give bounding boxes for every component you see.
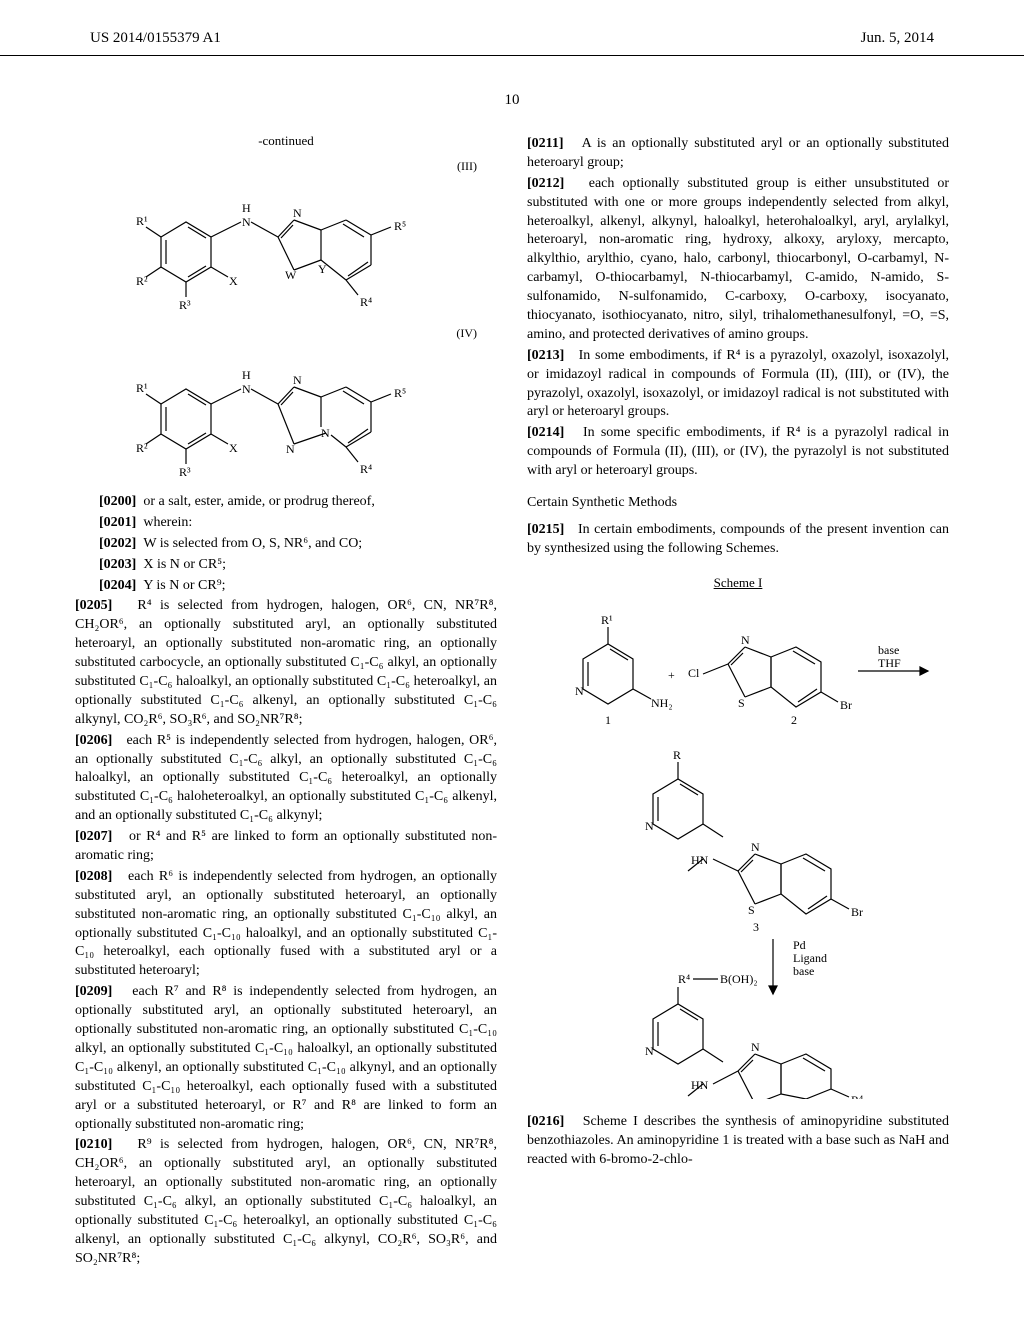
para-0205: [0205] R⁴ is selected from hydrogen, hal… <box>75 597 497 729</box>
publication-date: Jun. 5, 2014 <box>861 30 934 47</box>
svg-text:H: H <box>242 201 251 215</box>
scheme-I-label: Scheme I <box>527 575 949 591</box>
svg-text:Cl: Cl <box>688 666 700 680</box>
para-0201: [0201] wherein: <box>99 514 497 533</box>
svg-text:X: X <box>229 441 238 455</box>
para-0202: [0202] W is selected from O, S, NR⁶, and… <box>99 535 497 554</box>
svg-text:3: 3 <box>753 920 759 934</box>
page-number: 10 <box>0 92 1024 109</box>
formula-label-IV: (IV) <box>75 326 477 341</box>
svg-text:Y: Y <box>318 262 327 276</box>
svg-text:R²: R² <box>136 274 148 288</box>
para-0203: [0203] X is N or CR⁵; <box>99 556 497 575</box>
svg-text:NH₂: NH₂ <box>651 696 673 710</box>
svg-text:N: N <box>293 373 302 387</box>
para-0212: [0212] each optionally substituted group… <box>527 175 949 345</box>
svg-text:base: base <box>878 643 899 657</box>
svg-text:N: N <box>751 1040 760 1054</box>
svg-text:HN: HN <box>691 1078 709 1092</box>
para-0211: [0211] A is an optionally substituted ar… <box>527 135 949 173</box>
svg-text:R³: R³ <box>179 298 191 312</box>
svg-text:Ligand: Ligand <box>793 951 827 965</box>
para-0210: [0210] R⁹ is selected from hydrogen, hal… <box>75 1136 497 1268</box>
para-0216: [0216] Scheme I describes the synthesis … <box>527 1113 949 1170</box>
continued-label: -continued <box>75 133 497 149</box>
structure-III: R¹ R² R³ X H N N W Y R⁵ R⁴ <box>75 182 497 312</box>
structure-IV: R¹ R² R³ X H N N N N R⁵ R⁴ <box>75 349 497 479</box>
svg-text:THF: THF <box>878 656 901 670</box>
formula-label-III: (III) <box>75 159 477 174</box>
para-0200: [0200] or a salt, ester, amide, or prodr… <box>99 493 497 512</box>
svg-text:HN: HN <box>691 853 709 867</box>
svg-text:2: 2 <box>791 713 797 727</box>
para-0208: [0208] each R⁶ is independently selected… <box>75 868 497 981</box>
svg-text:N: N <box>242 382 251 396</box>
para-0206: [0206] each R⁵ is independently selected… <box>75 732 497 826</box>
svg-text:R⁴: R⁴ <box>360 462 372 476</box>
svg-text:N: N <box>645 1044 654 1058</box>
svg-text:Pd: Pd <box>793 938 806 952</box>
page-header: US 2014/0155379 A1 Jun. 5, 2014 <box>0 0 1024 56</box>
svg-text:R⁵: R⁵ <box>394 386 406 400</box>
svg-text:H: H <box>242 368 251 382</box>
svg-text:R: R <box>673 748 681 762</box>
svg-text:R⁴: R⁴ <box>360 295 372 309</box>
svg-text:R²: R² <box>136 441 148 455</box>
svg-text:S: S <box>738 696 745 710</box>
svg-text:R⁵: R⁵ <box>394 219 406 233</box>
svg-text:R⁴: R⁴ <box>678 972 690 986</box>
svg-text:R¹: R¹ <box>136 214 148 228</box>
svg-text:R³: R³ <box>179 465 191 479</box>
svg-text:R¹: R¹ <box>601 613 613 627</box>
svg-text:B(OH)₂: B(OH)₂ <box>720 972 758 986</box>
svg-text:R⁴: R⁴ <box>851 1093 863 1099</box>
publication-number: US 2014/0155379 A1 <box>90 30 221 47</box>
svg-text:S: S <box>748 903 755 917</box>
svg-text:1: 1 <box>605 713 611 727</box>
para-0215: [0215] In certain embodiments, compounds… <box>527 521 949 559</box>
section-heading-synth: Certain Synthetic Methods <box>527 495 949 511</box>
svg-text:N: N <box>751 840 760 854</box>
scheme-I-diagram: R¹ N NH₂ 1 + Cl N S Br 2 base THF R N HN… <box>527 599 949 1099</box>
left-column: -continued (III) <box>75 133 497 1271</box>
right-column: [0211] A is an optionally substituted ar… <box>527 133 949 1271</box>
svg-text:+: + <box>668 668 675 682</box>
para-0214: [0214] In some specific embodiments, if … <box>527 424 949 481</box>
svg-text:N: N <box>286 442 295 456</box>
svg-text:W: W <box>285 268 297 282</box>
para-0213: [0213] In some embodiments, if R⁴ is a p… <box>527 347 949 423</box>
svg-text:Br: Br <box>851 905 863 919</box>
para-0207: [0207] or R⁴ and R⁵ are linked to form a… <box>75 828 497 866</box>
svg-text:X: X <box>229 274 238 288</box>
svg-text:Br: Br <box>840 698 852 712</box>
svg-text:N: N <box>293 206 302 220</box>
svg-text:N: N <box>645 819 654 833</box>
para-0209: [0209] each R⁷ and R⁸ is independently s… <box>75 983 497 1134</box>
svg-text:N: N <box>741 633 750 647</box>
svg-text:N: N <box>575 684 584 698</box>
svg-text:R¹: R¹ <box>136 381 148 395</box>
para-0204: [0204] Y is N or CR⁹; <box>99 577 497 596</box>
svg-text:N: N <box>242 215 251 229</box>
svg-text:base: base <box>793 964 814 978</box>
svg-text:N: N <box>321 426 330 440</box>
